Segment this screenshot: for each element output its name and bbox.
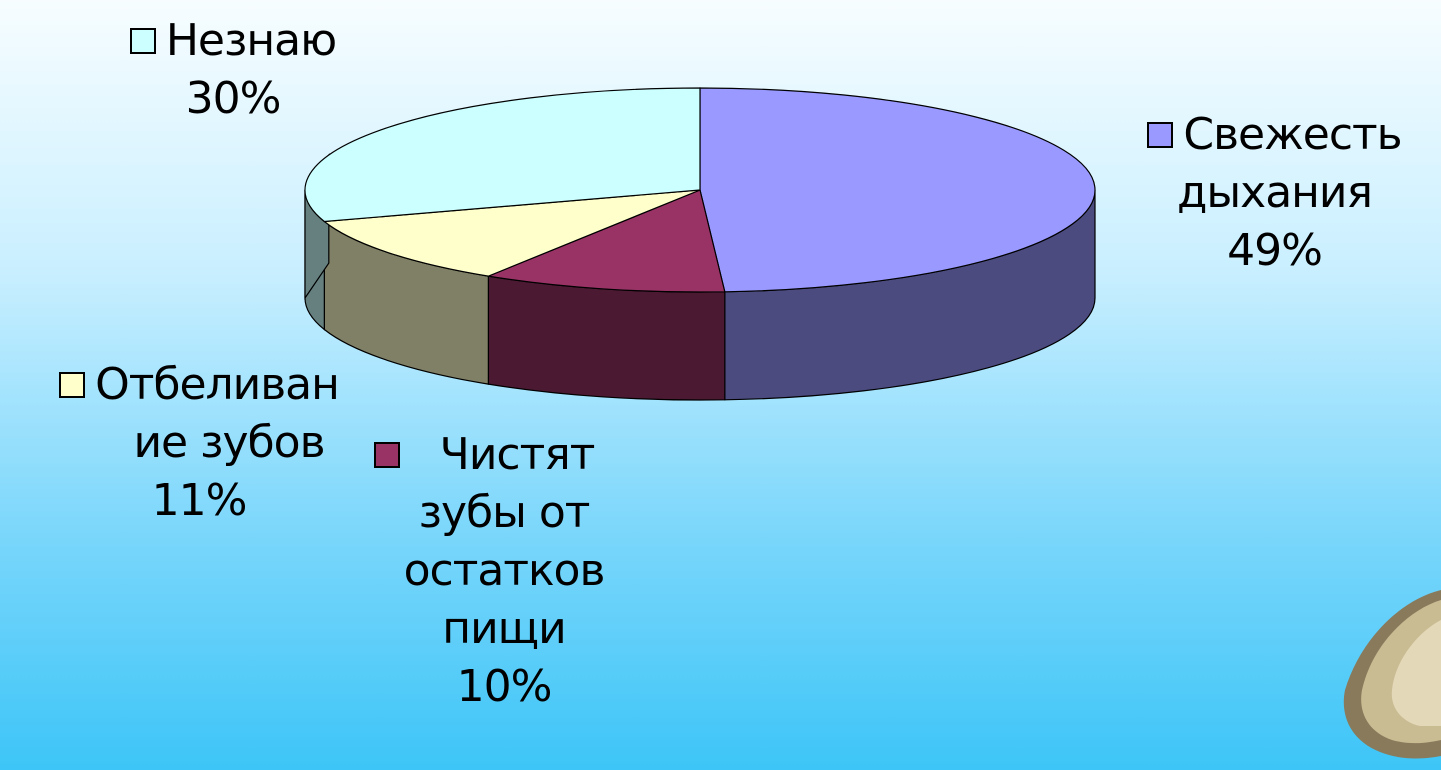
slice-label-breath-value: 49%	[1227, 225, 1323, 276]
slice-label-clean-value: 10%	[456, 661, 553, 712]
slice-label-clean-text4: пищи	[442, 603, 566, 654]
slice-label-breath: Свежесть дыхания 49%	[1108, 106, 1441, 280]
pie-slice-clean	[486, 189, 726, 293]
slice-label-unknown-text1: Незнаю	[165, 15, 337, 66]
shell-image	[1343, 590, 1441, 759]
legend-swatch-breath	[1147, 122, 1174, 148]
legend-swatch-whiten	[59, 372, 86, 398]
pie-slice-breath	[699, 87, 1096, 293]
slice-label-clean-text2: зубы от	[418, 487, 591, 538]
slice-label-whiten-text2: ие зубов	[133, 417, 325, 468]
pie-slice-unknown	[304, 87, 701, 223]
slice-label-whiten-line1: Отбеливан	[14, 356, 384, 414]
slice-label-unknown-value: 30%	[185, 73, 282, 124]
pie-side-clean	[487, 275, 726, 401]
slice-label-unknown-line1: Незнаю	[92, 12, 374, 70]
slice-label-unknown: Незнаю 30%	[92, 12, 374, 128]
slice-label-clean-text3: остатков	[403, 545, 606, 596]
slice-label-whiten-text1: Отбеливан	[95, 359, 340, 410]
legend-swatch-clean	[373, 442, 400, 468]
slice-label-clean: Чистят зубы от остатков пищи 10%	[334, 426, 634, 716]
slice-label-whiten: Отбеливан ие зубов 11%	[14, 356, 384, 530]
slice-label-breath-line1: Свежесть	[1108, 106, 1441, 164]
slice-label-breath-text2: дыхания	[1177, 167, 1373, 218]
slice-label-whiten-value: 11%	[151, 475, 248, 526]
slice-label-breath-text1: Свежесть	[1183, 109, 1402, 160]
slice-label-clean-text1: Чистят	[439, 429, 596, 480]
slice-label-clean-line1: Чистят	[334, 426, 634, 484]
legend-swatch-unknown	[129, 28, 156, 54]
pie-slice-whiten	[322, 189, 701, 277]
